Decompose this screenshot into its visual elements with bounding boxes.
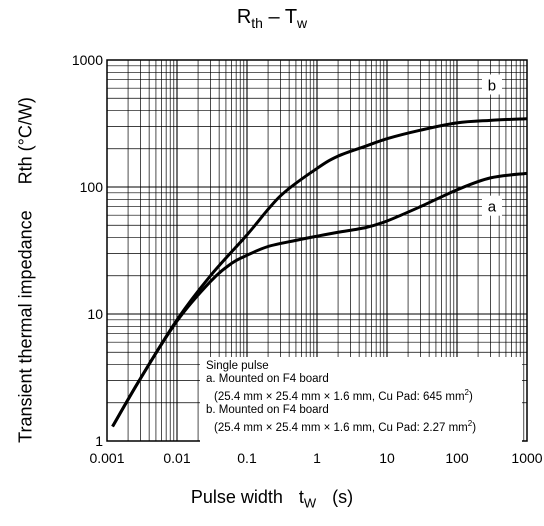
legend-line-2: a. Mounted on F4 board <box>206 373 329 385</box>
annotation-label-a: a <box>488 199 497 216</box>
legend-line-1: Single pulse <box>206 360 269 372</box>
series-line-a <box>111 171 528 428</box>
y-tick-label: 1 <box>95 433 103 449</box>
legend-box: Single pulse a. Mounted on F4 board (25.… <box>200 357 522 445</box>
title-sub2: w <box>297 15 308 31</box>
legend-line-4: b. Mounted on F4 board <box>206 403 329 416</box>
annotation-bg-b <box>481 74 502 95</box>
y-tick-label: 100 <box>80 179 104 195</box>
legend-line-5-end: ) <box>472 421 477 434</box>
legend-line-3-end: ) <box>469 390 473 403</box>
x-tick-label: 0.001 <box>89 450 124 466</box>
tick-labels: 0.001 0.01 0.1 1 10 100 1000 1 10 100 1000 <box>72 52 543 466</box>
series-line-b <box>111 117 528 428</box>
y-axis-label: Transient thermal impedance Rth (°C/W) <box>16 97 37 443</box>
y-tick-label: 1000 <box>72 52 103 68</box>
x-axis-symbol: t <box>298 487 304 507</box>
title-main: R <box>236 6 252 28</box>
y-axis-symbol: Rth (°C/W) <box>15 97 36 185</box>
x-tick-label: 100 <box>445 450 469 466</box>
x-tick-label: 0.01 <box>163 450 190 466</box>
y-tick-label: 10 <box>87 306 103 322</box>
x-tick-label: 0.1 <box>237 450 257 466</box>
legend-line-3: (25.4 mm × 25.4 mm × 1.6 mm, Cu Pad: 645… <box>206 386 522 404</box>
x-tick-label: 1 <box>313 450 321 466</box>
title-dash: – T <box>262 6 298 28</box>
annotations: ab <box>481 74 502 216</box>
x-axis-symbol-sub: W <box>303 495 317 511</box>
legend-line-3-text: (25.4 mm × 25.4 mm × 1.6 mm, Cu Pad: 645… <box>214 390 465 403</box>
x-axis-label: Pulse width tW (s) <box>0 487 544 511</box>
series-lines <box>111 117 528 428</box>
x-axis-title: Pulse width <box>190 487 283 507</box>
annotation-bg-a <box>481 195 502 216</box>
x-tick-label: 1000 <box>511 450 542 466</box>
annotation-label-b: b <box>488 77 496 94</box>
legend-line-5-text: (25.4 mm × 25.4 mm × 1.6 mm, Cu Pad: 2.2… <box>214 421 468 434</box>
x-axis-unit: (s) <box>332 487 354 507</box>
legend-line-5: (25.4 mm × 25.4 mm × 1.6 mm, Cu Pad: 2.2… <box>206 417 522 435</box>
legend-line-3-sup: 2 <box>464 388 469 397</box>
x-tick-label: 10 <box>379 450 395 466</box>
legend-line-5-sup: 2 <box>467 418 473 428</box>
title-sub: th <box>251 15 263 31</box>
chart-title: Rth – Tw <box>0 6 544 31</box>
y-axis-title: Transient thermal impedance <box>15 210 36 443</box>
